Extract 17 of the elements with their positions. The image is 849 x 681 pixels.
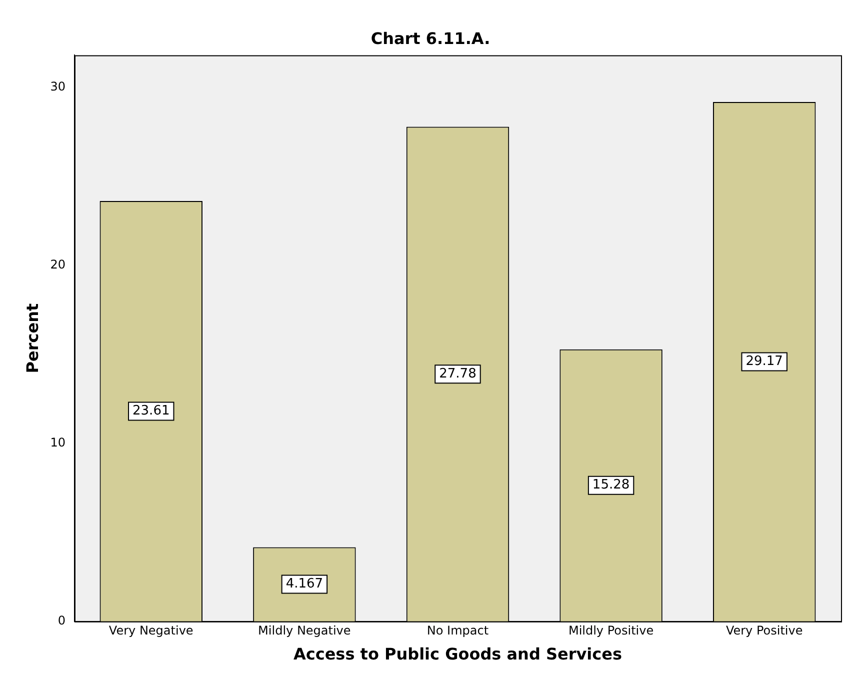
y-tick-label: 20: [50, 257, 66, 272]
data-label: 15.28: [592, 478, 630, 493]
y-tick-label: 10: [50, 435, 66, 450]
y-tick-label: 30: [50, 79, 66, 94]
data-label: 27.78: [439, 366, 476, 382]
x-tick-label: No Impact: [426, 624, 489, 638]
chart-title: Chart 6.11.A.: [370, 28, 490, 48]
y-tick-label: 0: [58, 614, 66, 628]
x-tick-label: Mildly Negative: [258, 624, 351, 638]
x-tick-label: Very Negative: [108, 624, 194, 638]
data-label: 23.61: [132, 404, 170, 419]
data-label: 29.17: [746, 354, 783, 370]
x-tick-label: Mildly Positive: [568, 624, 654, 638]
x-axis-title: Access to Public Goods and Services: [293, 644, 622, 664]
x-tick-label: Very Positive: [726, 624, 803, 638]
data-label: 4.167: [286, 576, 324, 592]
y-axis-title: Percent: [22, 303, 42, 374]
